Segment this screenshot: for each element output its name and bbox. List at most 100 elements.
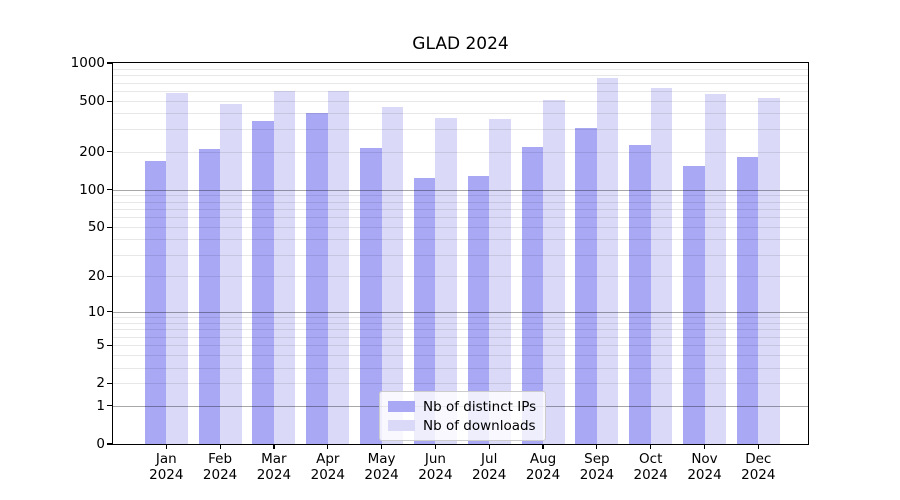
x-tick-label: Apr 2024 <box>310 451 345 483</box>
y-tick-label: 20 <box>87 268 105 285</box>
bar-downloads-dec <box>758 97 780 444</box>
y-tick-label: 100 <box>79 181 105 198</box>
x-tick-mark <box>380 444 383 449</box>
gridline-minor <box>113 113 808 115</box>
x-tick-label: Jun 2024 <box>418 451 453 483</box>
bar-downloads-may <box>381 106 404 444</box>
legend-swatch-downloads <box>388 419 415 432</box>
gridline-minor <box>113 91 808 93</box>
gridline-minor <box>113 336 808 338</box>
y-tick-label: 500 <box>79 93 105 110</box>
y-tick-mark <box>107 62 113 64</box>
legend-item-distinct-ips: Nb of distinct IPs <box>388 397 536 416</box>
gridline-minor <box>113 317 808 318</box>
y-tick-label: 10 <box>87 303 105 320</box>
bar-distinct-ips-may <box>360 148 382 444</box>
x-tick-label: Nov 2024 <box>687 451 722 483</box>
bar-downloads-jul <box>489 119 511 444</box>
y-tick-mark <box>107 100 113 102</box>
y-tick-label: 2 <box>96 375 105 392</box>
bar-distinct-ips-jul <box>467 176 490 444</box>
gridline-major <box>113 189 808 191</box>
x-tick-mark <box>596 444 598 449</box>
grid-layer <box>113 63 808 444</box>
x-tick-mark <box>488 444 490 449</box>
gridline-minor <box>113 239 808 241</box>
x-tick-label: Jan 2024 <box>149 451 184 483</box>
y-tick-label: 200 <box>79 143 105 160</box>
gridline-minor <box>113 208 808 210</box>
legend: Nb of distinct IPs Nb of downloads <box>379 391 547 441</box>
y-tick-label: 1000 <box>70 55 105 71</box>
bar-downloads-mar <box>273 90 296 444</box>
y-tick-mark <box>107 344 113 346</box>
bars-layer <box>113 63 808 444</box>
gridline-minor <box>113 68 808 70</box>
gridline-minor <box>113 345 808 347</box>
legend-swatch-distinct-ips <box>388 400 415 413</box>
x-tick-mark <box>273 444 275 449</box>
x-tick-mark <box>650 444 652 449</box>
y-tick-mark <box>107 275 113 277</box>
y-tick-mark <box>107 443 113 445</box>
y-tick-label: 0 <box>96 436 105 452</box>
x-tick-mark <box>165 444 167 449</box>
gridline-minor <box>113 82 808 84</box>
x-tick-label: Oct 2024 <box>633 451 668 483</box>
gridline-minor <box>113 254 808 256</box>
gridline-minor <box>113 322 808 324</box>
bar-distinct-ips-mar <box>252 121 274 444</box>
bar-distinct-ips-dec <box>736 157 759 444</box>
chart-title: GLAD 2024 <box>412 34 509 54</box>
x-tick-label: Aug 2024 <box>525 451 561 483</box>
gridline-minor <box>113 367 808 369</box>
gridline-minor <box>113 383 808 385</box>
y-tick-mark <box>107 311 113 313</box>
gridline-minor <box>113 75 808 77</box>
gridline-minor <box>113 227 808 229</box>
bar-downloads-oct <box>650 88 673 444</box>
gridline-minor <box>113 101 808 103</box>
y-tick-label: 5 <box>96 337 105 354</box>
bar-downloads-feb <box>220 103 242 444</box>
bar-downloads-jan <box>166 93 188 444</box>
y-tick-label: 1 <box>96 397 105 414</box>
x-tick-label: Mar 2024 <box>256 451 292 483</box>
bar-distinct-ips-feb <box>198 149 221 444</box>
gridline-minor <box>113 217 808 219</box>
legend-label-downloads: Nb of downloads <box>423 417 536 434</box>
bar-downloads-jun <box>435 118 457 444</box>
bar-downloads-nov <box>704 94 726 444</box>
bar-distinct-ips-oct <box>629 144 651 444</box>
y-tick-mark <box>107 150 113 153</box>
y-tick-mark <box>107 382 113 385</box>
x-tick-mark <box>757 444 759 449</box>
gridline-minor <box>113 355 808 357</box>
x-tick-label: Jul 2024 <box>472 451 507 483</box>
gridline-minor <box>113 201 808 203</box>
bar-distinct-ips-sep <box>575 127 597 444</box>
x-tick-label: Dec 2024 <box>741 451 776 483</box>
y-tick-mark <box>107 226 113 228</box>
bar-distinct-ips-nov <box>683 165 705 444</box>
plot-area: 0 1 2 5 10 20 50 100 200 500 1000 Jan 2024 Feb 2024 Mar… <box>71 55 809 483</box>
gridline-minor <box>113 195 808 197</box>
bar-downloads-aug <box>543 99 565 444</box>
x-tick-label: Feb 2024 <box>202 451 238 483</box>
x-tick-label: May 2024 <box>364 451 399 483</box>
y-tick-mark <box>107 405 113 407</box>
gridline-minor <box>113 329 808 331</box>
gridline-minor <box>113 129 808 131</box>
y-tick-mark <box>107 188 113 191</box>
bar-distinct-ips-apr <box>306 113 328 444</box>
x-tick-mark <box>542 444 544 449</box>
bar-distinct-ips-jan <box>144 161 167 444</box>
x-tick-mark <box>327 444 329 449</box>
gridline-minor <box>113 276 808 278</box>
legend-label-distinct-ips: Nb of distinct IPs <box>423 398 537 415</box>
x-tick-mark <box>703 444 706 449</box>
bar-downloads-apr <box>327 90 350 444</box>
bar-distinct-ips-jun <box>413 178 436 444</box>
x-tick-mark <box>219 444 221 449</box>
